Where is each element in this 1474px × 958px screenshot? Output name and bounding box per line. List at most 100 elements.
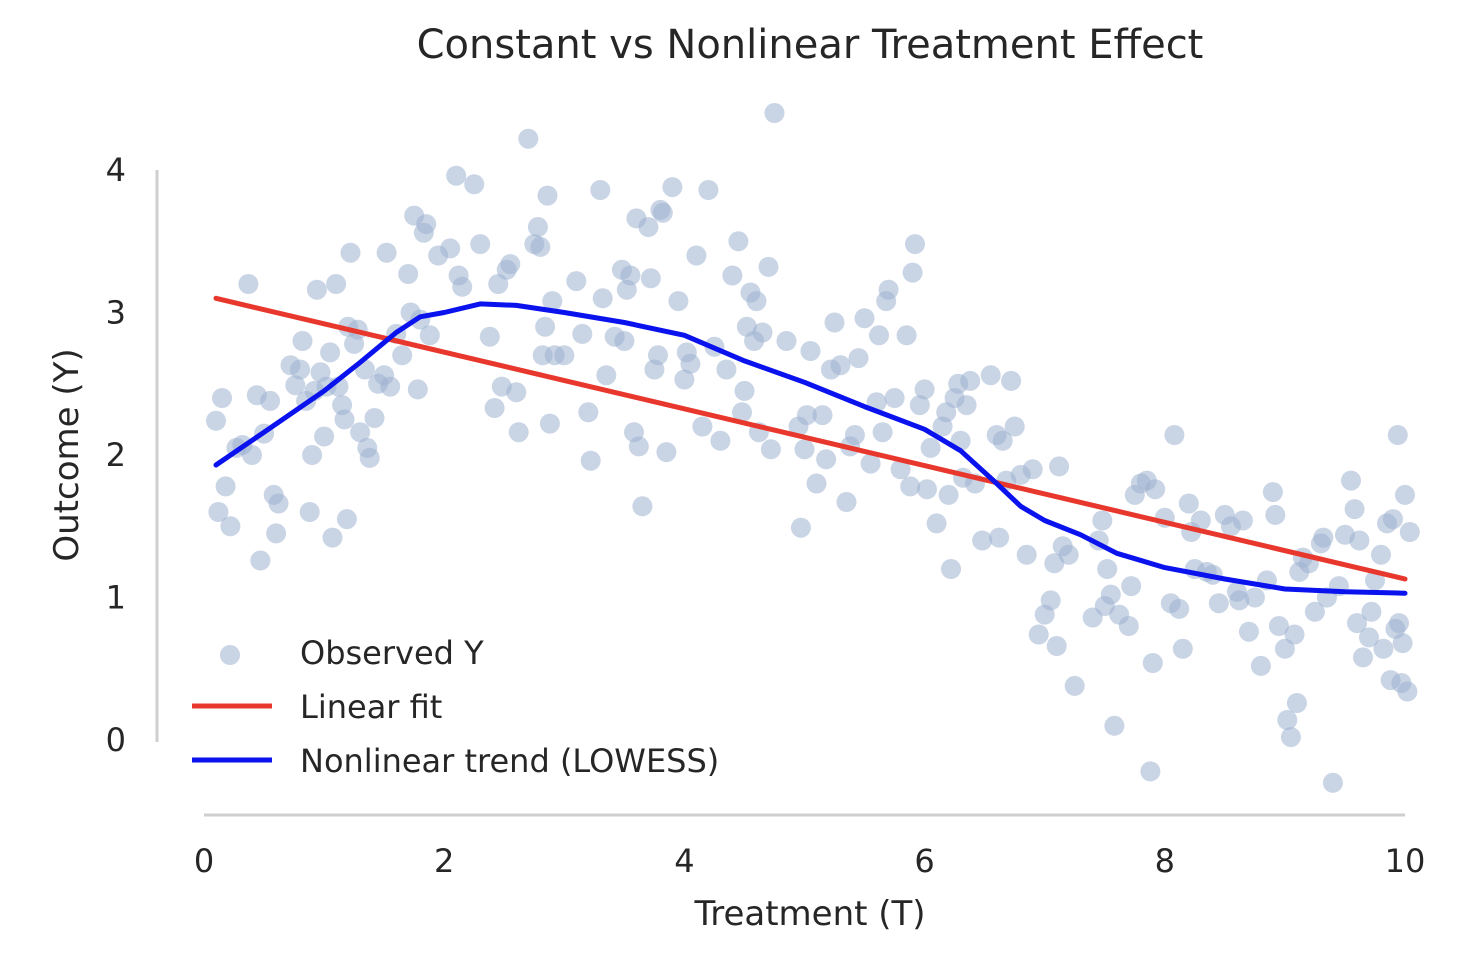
scatter-point bbox=[1208, 593, 1229, 614]
scatter-point bbox=[364, 408, 385, 428]
scatter-point bbox=[760, 439, 781, 460]
scatter-points bbox=[206, 103, 1420, 793]
scatter-point bbox=[527, 217, 548, 237]
plot-lines bbox=[213, 295, 1408, 596]
scatter-point bbox=[518, 128, 539, 149]
legend-label-observed: Observed Y bbox=[300, 634, 484, 672]
scatter-point bbox=[336, 509, 357, 530]
scatter-point bbox=[1341, 470, 1361, 491]
scatter-point bbox=[732, 402, 752, 423]
y-tick-label: 3 bbox=[106, 294, 126, 332]
scatter-point bbox=[800, 341, 821, 361]
x-tick-label: 4 bbox=[674, 842, 694, 880]
scatter-point bbox=[1049, 456, 1070, 477]
linear-fit-line bbox=[213, 295, 1408, 582]
scatter-point bbox=[1262, 482, 1283, 503]
scatter-point bbox=[836, 492, 857, 512]
scatter-point bbox=[1277, 710, 1298, 730]
scatter-point bbox=[340, 242, 361, 263]
scatter-point bbox=[578, 402, 599, 423]
scatter-point bbox=[869, 325, 889, 346]
scatter-point bbox=[652, 202, 673, 223]
scatter-point bbox=[728, 231, 749, 252]
scatter-point bbox=[900, 476, 921, 497]
scatter-point bbox=[1164, 425, 1185, 445]
scatter-point bbox=[290, 359, 311, 380]
scatter-point bbox=[628, 436, 649, 457]
scatter-point bbox=[1121, 576, 1142, 597]
scatter-point bbox=[572, 323, 593, 344]
scatter-point bbox=[960, 370, 981, 391]
scatter-point bbox=[1172, 638, 1193, 659]
scatter-point bbox=[632, 496, 653, 517]
scatter-point bbox=[1244, 587, 1265, 608]
scatter-point bbox=[1387, 425, 1408, 445]
scatter-point bbox=[322, 527, 343, 548]
scatter-point bbox=[1092, 510, 1113, 531]
scatter-point bbox=[350, 422, 371, 443]
legend: Observed Y Linear fit Nonlinear trend (L… bbox=[192, 634, 719, 780]
y-tick-label: 4 bbox=[106, 151, 126, 189]
scatter-point bbox=[260, 390, 281, 411]
scatter-point bbox=[380, 376, 401, 397]
scatter-point bbox=[268, 493, 289, 514]
lowess-trend-line bbox=[213, 301, 1408, 596]
scatter-point bbox=[1371, 544, 1391, 565]
scatter-point bbox=[1286, 693, 1307, 713]
scatter-point bbox=[830, 355, 851, 376]
scatter-point bbox=[1322, 772, 1343, 793]
x-tick-label: 10 bbox=[1385, 842, 1426, 880]
scatter-point bbox=[596, 365, 617, 386]
scatter-point bbox=[872, 422, 893, 443]
scatter-point bbox=[848, 348, 869, 369]
scatter-point bbox=[938, 484, 959, 505]
scatter-point bbox=[590, 180, 611, 200]
scatter-point bbox=[941, 559, 961, 579]
scatter-point bbox=[1361, 601, 1382, 622]
scatter-point bbox=[302, 445, 323, 465]
scatter-point bbox=[1313, 527, 1334, 548]
scatter-point bbox=[1022, 459, 1043, 480]
scatter-point bbox=[535, 316, 556, 337]
scatter-point bbox=[980, 365, 1001, 386]
scatter-point bbox=[816, 449, 837, 470]
scatter-point bbox=[1028, 624, 1049, 645]
scatter-point bbox=[1004, 416, 1025, 437]
scatter-point bbox=[398, 264, 419, 284]
scatter-point bbox=[299, 502, 320, 522]
scatter-point bbox=[674, 369, 695, 390]
scatter-point bbox=[1044, 553, 1065, 574]
scatter-point bbox=[902, 262, 923, 283]
scatter-point bbox=[238, 274, 259, 294]
scatter-point bbox=[1383, 509, 1403, 530]
scatter-point bbox=[734, 380, 755, 401]
scatter-point bbox=[1104, 715, 1125, 736]
scatter-point bbox=[896, 325, 917, 346]
scatter-point bbox=[1016, 544, 1037, 565]
scatter-point bbox=[359, 447, 380, 468]
scatter-point bbox=[1190, 510, 1211, 531]
scatter-point bbox=[452, 276, 473, 297]
scatter-point bbox=[1344, 499, 1365, 520]
scatter-point bbox=[917, 479, 937, 500]
y-tick-label: 0 bbox=[106, 721, 126, 759]
scatter-point bbox=[554, 345, 575, 366]
x-tick-labels: 0 2 4 6 8 10 bbox=[194, 842, 1426, 880]
scatter-point bbox=[920, 437, 941, 458]
x-tick-label: 8 bbox=[1155, 842, 1175, 880]
scatter-point bbox=[1399, 522, 1420, 542]
scatter-point bbox=[692, 416, 713, 437]
scatter-point bbox=[334, 409, 355, 430]
scatter-point bbox=[592, 288, 613, 309]
scatter-point bbox=[662, 177, 683, 198]
scatter-point bbox=[648, 345, 668, 366]
scatter-point bbox=[484, 398, 505, 418]
scatter-point bbox=[1097, 559, 1118, 579]
scatter-point bbox=[914, 379, 935, 400]
scatter-point bbox=[416, 214, 437, 235]
scatter-point bbox=[566, 271, 587, 292]
legend-label-linear: Linear fit bbox=[300, 688, 442, 726]
scatter-point bbox=[326, 274, 347, 294]
scatter-point bbox=[1118, 616, 1139, 636]
